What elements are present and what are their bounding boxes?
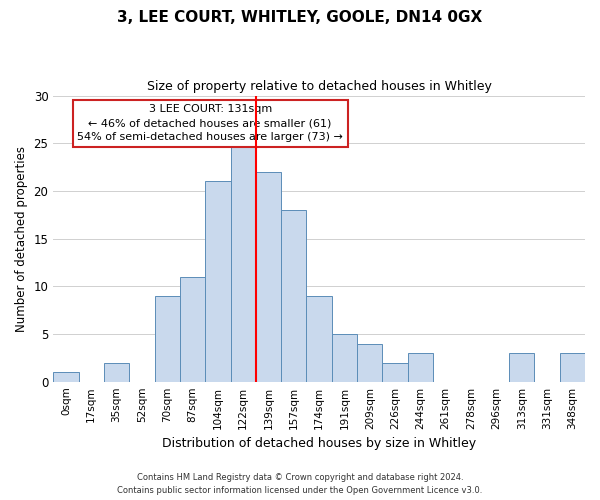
X-axis label: Distribution of detached houses by size in Whitley: Distribution of detached houses by size … <box>162 437 476 450</box>
Bar <box>53 372 79 382</box>
Bar <box>205 182 230 382</box>
Bar <box>180 277 205 382</box>
Bar <box>256 172 281 382</box>
Bar <box>382 362 408 382</box>
Text: 3, LEE COURT, WHITLEY, GOOLE, DN14 0GX: 3, LEE COURT, WHITLEY, GOOLE, DN14 0GX <box>118 10 482 25</box>
Text: Contains HM Land Registry data © Crown copyright and database right 2024.
Contai: Contains HM Land Registry data © Crown c… <box>118 474 482 495</box>
Bar <box>332 334 357 382</box>
Text: 3 LEE COURT: 131sqm
← 46% of detached houses are smaller (61)
54% of semi-detach: 3 LEE COURT: 131sqm ← 46% of detached ho… <box>77 104 343 142</box>
Y-axis label: Number of detached properties: Number of detached properties <box>15 146 28 332</box>
Bar <box>408 353 433 382</box>
Bar <box>307 296 332 382</box>
Bar <box>509 353 535 382</box>
Bar <box>560 353 585 382</box>
Bar <box>104 362 129 382</box>
Bar <box>281 210 307 382</box>
Bar <box>357 344 382 382</box>
Bar <box>155 296 180 382</box>
Bar <box>230 143 256 382</box>
Title: Size of property relative to detached houses in Whitley: Size of property relative to detached ho… <box>147 80 491 93</box>
